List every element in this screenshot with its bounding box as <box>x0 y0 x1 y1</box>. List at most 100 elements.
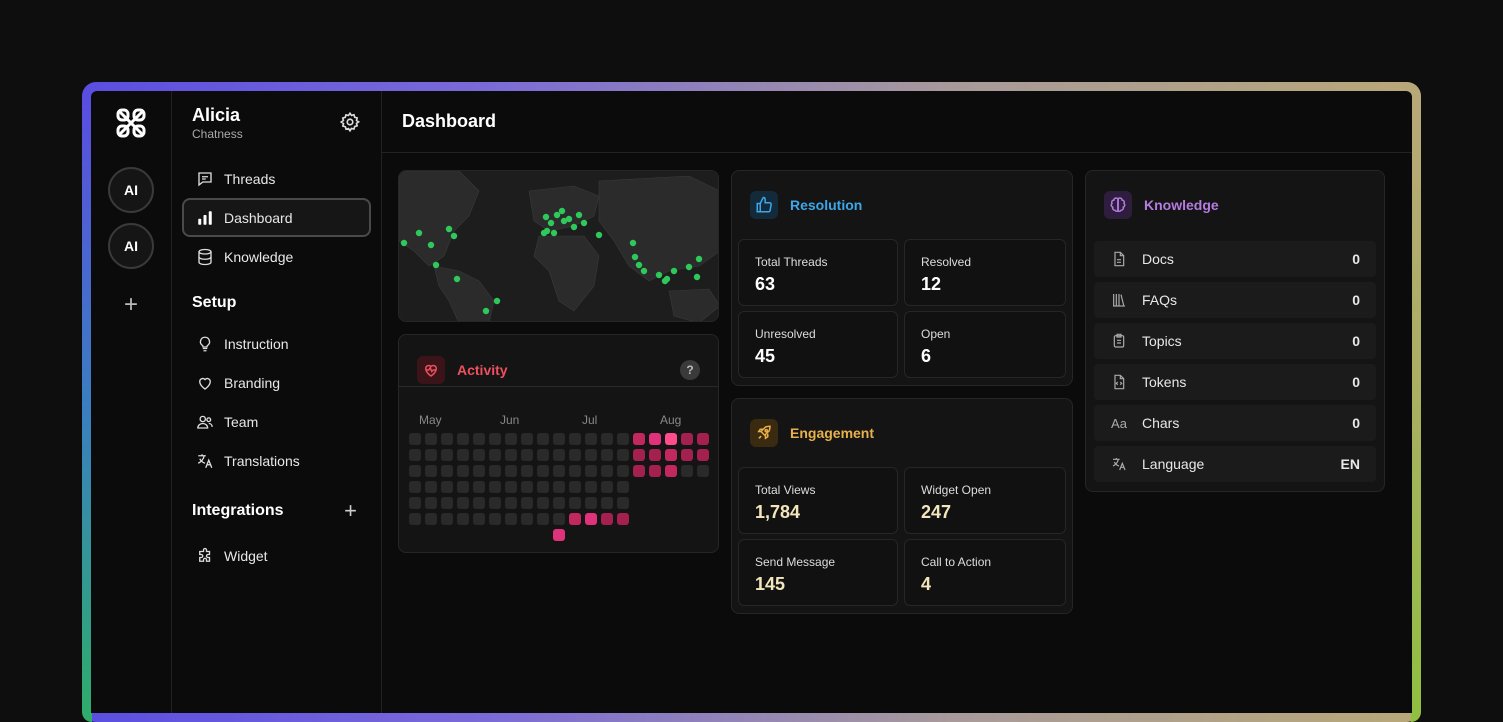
sidebar: Alicia Chatness Threads <box>172 91 382 713</box>
help-icon[interactable]: ? <box>680 359 700 380</box>
heatmap-cell <box>521 481 533 493</box>
visitor-dot <box>580 219 588 227</box>
main-area: Dashboard <box>382 91 1412 713</box>
chat-icon <box>196 170 214 188</box>
knowledge-card: Knowledge Docs 0 FAQs 0 Topi <box>1085 170 1385 492</box>
sidebar-item-widget[interactable]: Widget <box>182 536 371 575</box>
sidebar-item-knowledge[interactable]: Knowledge <box>182 237 371 276</box>
heatmap-cell <box>521 513 533 525</box>
heatmap-cell <box>409 497 421 509</box>
add-workspace-button[interactable]: + <box>123 291 138 318</box>
heatmap-cell <box>585 433 597 445</box>
workspace-avatar[interactable]: AI <box>108 167 154 213</box>
visitor-dot <box>445 225 453 233</box>
heatmap-cell <box>553 513 565 525</box>
heatmap-cell <box>649 433 661 445</box>
workspace-avatar[interactable]: AI <box>108 223 154 269</box>
knowledge-row-language: Language EN <box>1094 446 1376 482</box>
add-integration-button[interactable]: + <box>344 498 357 523</box>
stat-total-threads: Total Threads 63 <box>738 239 898 306</box>
app: AI AI + Alicia Chatness Threads <box>91 91 1412 713</box>
knowledge-title: Knowledge <box>1144 197 1219 213</box>
heatmap-cell <box>505 513 517 525</box>
heatmap-cell <box>425 449 437 461</box>
visitor-dot <box>631 253 639 261</box>
heatmap-cell <box>441 465 453 477</box>
visitor-dot <box>655 271 663 279</box>
heatmap-cell <box>585 497 597 509</box>
heatmap-cell <box>457 497 469 509</box>
puzzle-icon <box>196 547 214 565</box>
heatmap-cell <box>489 433 501 445</box>
sidebar-item-translations[interactable]: Translations <box>182 441 371 480</box>
heatmap-cell <box>441 513 453 525</box>
heatmap-cell <box>601 433 613 445</box>
heatmap-cell <box>473 481 485 493</box>
sidebar-item-label: Translations <box>224 452 300 469</box>
stat-resolved: Resolved 12 <box>904 239 1066 306</box>
heatmap-cell <box>617 449 629 461</box>
heatmap-cell <box>617 481 629 493</box>
heatmap-cell <box>521 497 533 509</box>
visitor-dot <box>400 239 408 247</box>
rocket-icon <box>750 419 778 447</box>
sidebar-item-team[interactable]: Team <box>182 402 371 441</box>
heatmap-cell <box>441 481 453 493</box>
heatmap-cell <box>409 465 421 477</box>
heatmap-cell <box>585 481 597 493</box>
heatmap-cell <box>505 449 517 461</box>
heatmap-cell <box>521 449 533 461</box>
engagement-stats: Total Views 1,784 Widget Open 247 Send Mes… <box>738 467 1066 606</box>
heatmap-cell <box>617 497 629 509</box>
heatmap-cell <box>681 449 693 461</box>
knowledge-row-chars: Aa Chars 0 <box>1094 405 1376 441</box>
file-code-icon <box>1110 373 1128 391</box>
knowledge-row-faqs: FAQs 0 <box>1094 282 1376 318</box>
sidebar-item-branding[interactable]: Branding <box>182 363 371 402</box>
knowledge-row-docs: Docs 0 <box>1094 241 1376 277</box>
resolution-header: Resolution <box>732 171 1072 239</box>
visitor-dot <box>553 211 561 219</box>
resolution-title: Resolution <box>790 197 863 213</box>
visitor-dot <box>595 231 603 239</box>
bar-chart-icon <box>196 209 214 227</box>
heatmap-cell <box>457 433 469 445</box>
integrations-section-title: Integrations + <box>192 498 357 523</box>
app-window-frame: AI AI + Alicia Chatness Threads <box>82 82 1421 722</box>
heatmap-cell <box>537 513 549 525</box>
heatmap-cell <box>441 449 453 461</box>
gear-icon[interactable] <box>339 111 361 133</box>
heatmap-cell <box>409 449 421 461</box>
heatmap-cell <box>425 513 437 525</box>
sidebar-item-dashboard[interactable]: Dashboard <box>182 198 371 237</box>
heatmap-cell <box>441 433 453 445</box>
heatmap-cell <box>457 481 469 493</box>
visitor-dot <box>685 263 693 271</box>
knowledge-list: Docs 0 FAQs 0 Topics 0 Tokens 0 <box>1094 241 1376 487</box>
heatmap-cell <box>553 433 565 445</box>
sidebar-item-instruction[interactable]: Instruction <box>182 324 371 363</box>
sidebar-item-threads[interactable]: Threads <box>182 159 371 198</box>
heatmap-cell <box>649 465 661 477</box>
knowledge-header: Knowledge <box>1086 171 1384 239</box>
visitor-dot <box>453 275 461 283</box>
engagement-card: Engagement Total Views 1,784 Widget Open 2… <box>731 398 1073 614</box>
heatmap-cell <box>441 497 453 509</box>
heatmap-cell <box>617 465 629 477</box>
heatmap-cell <box>585 513 597 525</box>
heatmap-cell <box>473 433 485 445</box>
sidebar-item-label: Knowledge <box>224 248 294 265</box>
stat-send-message: Send Message 145 <box>738 539 898 606</box>
heatmap-cell <box>681 433 693 445</box>
visitor-dot <box>695 255 703 263</box>
heatmap-cell <box>489 449 501 461</box>
visitor-dot <box>550 229 558 237</box>
sidebar-item-label: Instruction <box>224 335 289 352</box>
heatmap-cell <box>697 433 709 445</box>
heatmap-cell <box>665 433 677 445</box>
stat-open: Open 6 <box>904 311 1066 378</box>
heatmap-cell <box>521 465 533 477</box>
heatmap-cell <box>409 513 421 525</box>
heatmap-cell <box>489 481 501 493</box>
app-logo-icon[interactable] <box>115 107 147 139</box>
